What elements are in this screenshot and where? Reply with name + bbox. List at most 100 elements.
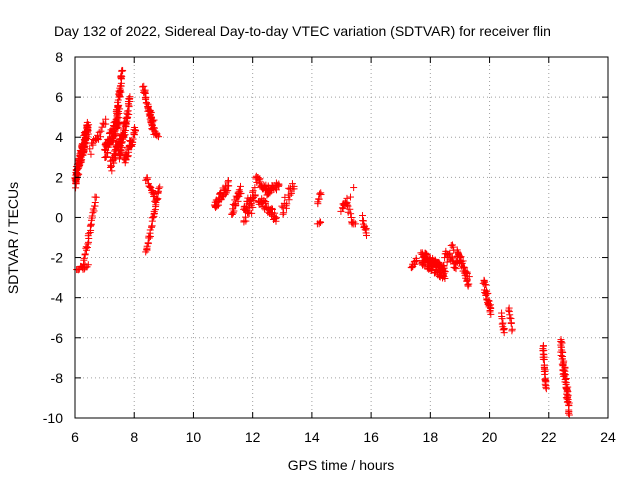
data-point xyxy=(152,194,160,202)
data-point xyxy=(84,240,92,248)
data-point xyxy=(86,145,94,153)
data-point xyxy=(248,209,256,217)
data-point xyxy=(561,364,569,372)
data-point xyxy=(452,265,460,273)
x-tick-label: 8 xyxy=(130,429,138,445)
data-point xyxy=(236,182,244,190)
y-tick-label: -10 xyxy=(43,410,63,426)
data-point xyxy=(343,194,351,202)
x-tick-label: 16 xyxy=(363,429,379,445)
data-point xyxy=(85,121,93,129)
data-point xyxy=(285,196,293,204)
data-point xyxy=(448,254,456,262)
data-point xyxy=(143,99,151,107)
data-point xyxy=(155,184,163,192)
data-point xyxy=(101,153,109,161)
data-point xyxy=(112,130,120,138)
chart-title: Day 132 of 2022, Sidereal Day-to-day VTE… xyxy=(54,23,551,39)
data-point xyxy=(279,210,287,218)
data-point xyxy=(97,127,105,135)
data-point xyxy=(346,205,354,213)
data-point xyxy=(441,268,449,276)
data-point xyxy=(558,339,566,347)
data-point xyxy=(350,218,358,226)
data-point xyxy=(129,135,137,143)
data-point xyxy=(483,290,491,298)
data-point xyxy=(413,256,421,264)
data-point xyxy=(156,183,164,191)
data-point xyxy=(286,191,294,199)
data-point xyxy=(81,250,89,258)
y-tick-label: 8 xyxy=(55,49,63,65)
data-point xyxy=(145,234,153,242)
data-point xyxy=(150,124,158,132)
data-point xyxy=(94,131,102,139)
data-point xyxy=(451,264,459,272)
data-point xyxy=(152,203,160,211)
data-point xyxy=(154,133,162,141)
y-tick-label: 2 xyxy=(55,169,63,185)
data-point xyxy=(125,103,133,111)
data-point xyxy=(280,209,288,217)
data-point xyxy=(507,319,515,327)
data-point xyxy=(117,74,125,82)
data-point xyxy=(541,367,549,375)
data-point xyxy=(89,141,97,149)
data-point xyxy=(443,258,451,266)
data-point xyxy=(75,170,83,178)
data-point xyxy=(124,107,132,115)
data-point xyxy=(77,156,85,164)
x-tick-label: 12 xyxy=(245,429,261,445)
data-point xyxy=(542,385,550,393)
data-point xyxy=(125,110,133,118)
data-point xyxy=(558,348,566,356)
data-point xyxy=(145,182,153,190)
data-point xyxy=(508,325,516,333)
y-tick-label: -4 xyxy=(51,290,64,306)
data-point xyxy=(150,124,158,132)
data-point xyxy=(128,138,136,146)
data-point xyxy=(234,197,242,205)
data-point xyxy=(224,182,232,190)
data-point xyxy=(131,126,139,134)
y-tick-labels: -10 -8 -6 -4 -2 0 2 4 6 8 xyxy=(43,49,63,426)
x-axis-label: GPS time / hours xyxy=(288,457,395,473)
data-point xyxy=(283,200,291,208)
data-point xyxy=(560,359,568,367)
data-point xyxy=(316,190,324,198)
data-point xyxy=(88,212,96,220)
data-point xyxy=(482,281,490,289)
data-point xyxy=(460,263,468,271)
data-point xyxy=(249,187,257,195)
data-point xyxy=(84,261,92,269)
data-point xyxy=(117,82,125,90)
data-point xyxy=(86,222,94,230)
data-point xyxy=(350,184,358,192)
data-point xyxy=(131,131,139,139)
data-point xyxy=(561,376,569,384)
data-point xyxy=(275,181,283,189)
data-point xyxy=(506,314,514,322)
data-point xyxy=(480,277,488,285)
data-point xyxy=(84,127,92,135)
data-point xyxy=(411,260,419,268)
x-tick-label: 10 xyxy=(186,429,202,445)
data-point xyxy=(346,193,354,201)
data-point xyxy=(449,243,457,251)
data-point xyxy=(317,218,325,226)
data-point xyxy=(464,282,472,290)
data-point xyxy=(272,186,280,194)
data-point xyxy=(221,191,229,199)
data-point xyxy=(542,383,550,391)
data-point xyxy=(287,189,295,197)
data-point xyxy=(141,88,149,96)
plot-frame xyxy=(74,56,609,419)
data-point xyxy=(82,244,90,252)
data-point xyxy=(487,304,495,312)
data-point xyxy=(539,355,547,363)
data-point xyxy=(487,310,495,318)
data-point xyxy=(115,120,123,128)
data-point xyxy=(147,184,155,192)
data-point xyxy=(440,264,448,272)
